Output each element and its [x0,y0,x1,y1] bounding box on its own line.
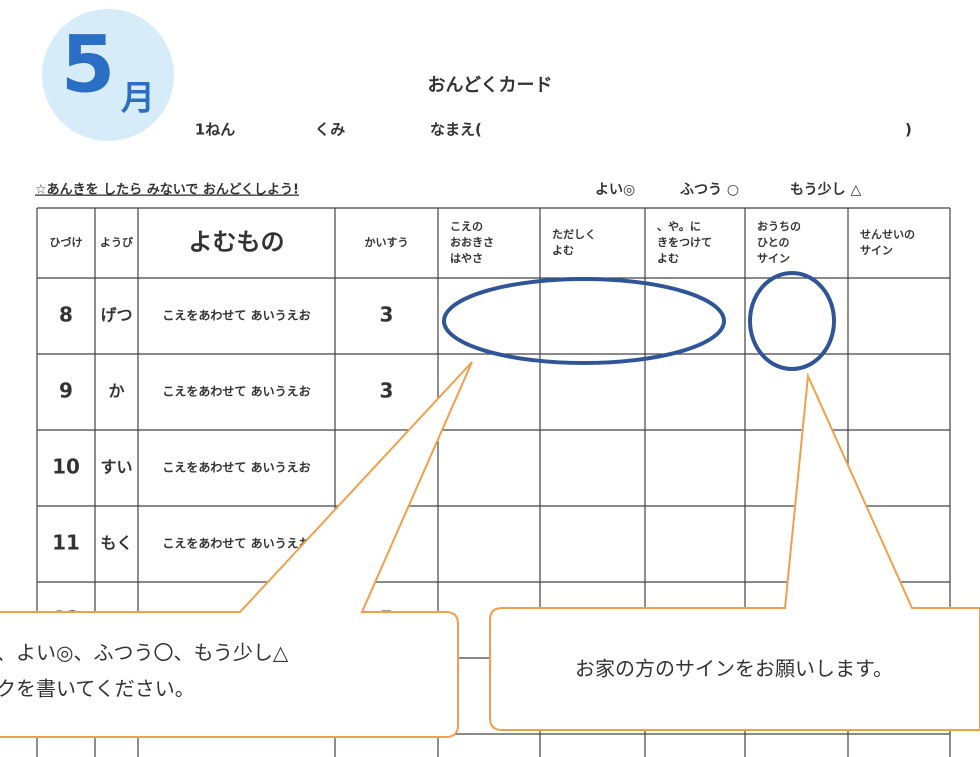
header-cell: よむ [552,244,574,257]
header-cell: はやさ [450,252,483,265]
name-close: ) [905,121,912,139]
table-cell: こえをあわせて あいうえお [162,385,310,399]
header-cell: サイン [757,252,790,265]
table-cell: 9 [59,379,73,403]
table-cell: こえをあわせて あいうえお [162,309,310,323]
table-cell: こえをあわせて あいうえお [162,461,310,475]
table-cell: 8 [59,303,73,327]
table-cell: 3 [380,303,394,327]
header-cell: ひとの [757,236,790,249]
header-cell: よむ [657,252,679,265]
header-cell: こえの [450,220,483,233]
header-cell: せんせいの [860,228,915,241]
header-cell: よむもの [189,228,285,256]
title: おんどくカード [428,75,553,96]
callout-box [0,361,473,738]
callout-text: お家の方のサインをお願いします。 [575,657,893,681]
header-cell: ようび [100,235,134,249]
header-cell: サイン [860,244,893,257]
badge-number: 5 [61,20,115,110]
header-cell: かいすう [365,236,409,249]
callout-text: クを書いてください。 [0,677,195,701]
grade: 1ねん [195,121,235,139]
table-cell: 3 [380,379,394,403]
class: くみ [315,121,346,139]
header-cell: ひづけ [50,235,83,249]
header-cell: おおきさ [450,236,494,249]
legend-item: ふつう ○ [680,182,739,198]
callout-text: 、よい◎、ふつう〇、もう少し△ [0,641,289,665]
table-cell: か [108,382,124,401]
header-cell: おうちの [757,220,801,233]
callout-box [489,372,980,731]
header-cell: きをつけて [657,236,712,249]
table-cell: もく [100,534,132,553]
name-label: なまえ( [430,121,482,139]
instruction: ☆あんきを したら みないで おんどくしよう! [35,183,299,198]
table-cell: すい [100,458,132,477]
table-cell: げつ [100,306,132,325]
header-cell: 、や。に [657,220,701,233]
table-cell: 11 [52,531,80,555]
badge-bg [42,9,174,141]
table-cell: 10 [52,455,80,479]
table-cell: こえをあわせて あいうえお [162,537,310,551]
highlight-circle [748,271,836,371]
legend-item: よい◎ [595,182,635,198]
badge-month: 月 [121,79,155,119]
legend-item: もう少し △ [790,181,861,198]
highlight-ellipse [442,277,726,365]
header-cell: ただしく [552,228,596,241]
